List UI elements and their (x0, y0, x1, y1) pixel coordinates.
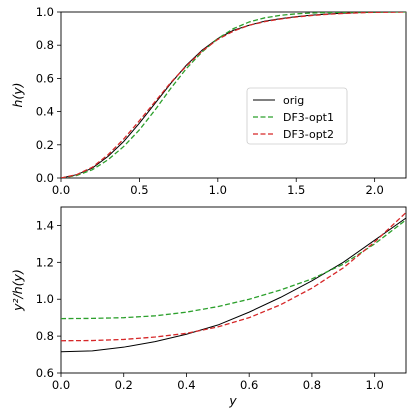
series-line-df3-opt2 (61, 212, 406, 342)
legend-label: orig (283, 94, 304, 107)
series-line-df3-opt2 (61, 12, 406, 178)
plot-area (61, 12, 406, 178)
x-tick-label: 0.5 (130, 183, 148, 197)
series-line-orig (61, 217, 406, 353)
series-line-orig (61, 12, 406, 178)
x-tick-label: 2.0 (365, 183, 383, 197)
y-tick-label: 0.8 (36, 329, 54, 343)
y-tick-label: 1.0 (36, 5, 54, 19)
y-tick-label: 0.6 (36, 366, 54, 380)
h-of-y-plot: 0.0 0.5 1.0 1.5 2.0 0.0 0.2 0.4 0.6 0.8 1.0 h(y) ori… (10, 5, 407, 197)
x-tick-label: 1.0 (365, 378, 383, 392)
legend-label: DF3-opt1 (283, 111, 334, 124)
axes-frame (60, 11, 407, 179)
x-tick-label: 0.0 (52, 183, 70, 197)
y-tick-label: 0.0 (36, 171, 54, 185)
legend: orig DF3-opt1 DF3-opt2 (246, 87, 348, 145)
y-axis-label: y²/h(y) (10, 269, 25, 312)
y-tick-label: 0.2 (36, 138, 54, 152)
y-tick-label: 0.4 (36, 105, 54, 119)
x-axis-label: y (228, 393, 237, 408)
series-line-df3-opt1 (61, 12, 406, 178)
y-tick-label: 0.8 (36, 38, 54, 52)
x-tick-label: 0.8 (303, 378, 321, 392)
legend-label: DF3-opt2 (283, 128, 334, 141)
axes-frame (60, 206, 407, 374)
y-tick-label: 1.2 (36, 255, 54, 269)
x-tick-label: 1.5 (287, 183, 305, 197)
x-tick-label: 1.0 (209, 183, 227, 197)
plot-area (61, 212, 406, 353)
x-tick-label: 0.6 (240, 378, 258, 392)
y2-over-h-plot: 0.0 0.2 0.4 0.6 0.8 1.0 0.6 0.8 1.0 1.2 1.4 y²/h(y)… (10, 206, 407, 408)
legend-box (246, 87, 348, 145)
y-tick-label: 0.6 (36, 71, 54, 85)
y-tick-label: 1.0 (36, 292, 54, 306)
series-line-df3-opt1 (61, 219, 406, 320)
x-tick-label: 0.0 (52, 378, 70, 392)
x-tick-label: 0.4 (177, 378, 195, 392)
x-tick-label: 0.2 (115, 378, 133, 392)
y-axis-label: h(y) (10, 82, 25, 107)
y-tick-label: 1.4 (36, 218, 54, 232)
